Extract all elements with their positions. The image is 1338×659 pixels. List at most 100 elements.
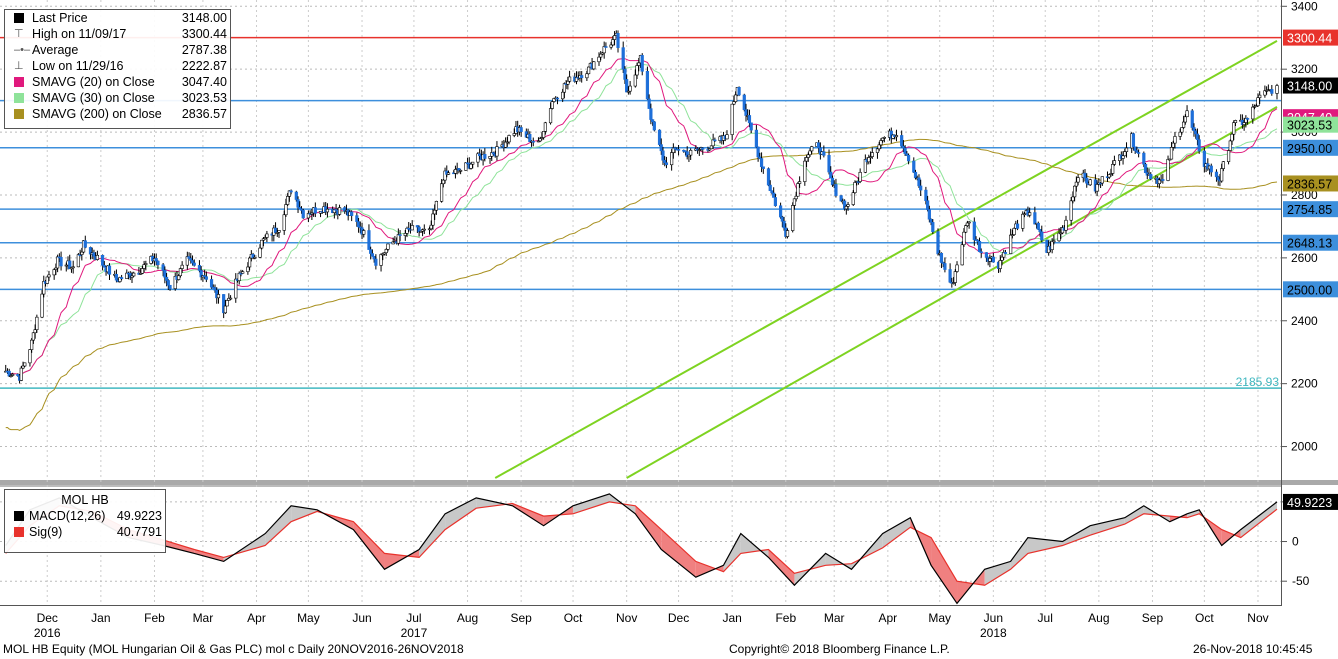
macd-diff-area <box>1010 537 1028 570</box>
candle-body <box>792 198 797 206</box>
candle-body <box>1012 227 1016 235</box>
month-label: Jul <box>406 611 421 625</box>
candle-body <box>780 216 784 222</box>
candle-body <box>192 262 196 266</box>
legend-label: SMAVG (20) on Close <box>32 75 155 89</box>
candle-body <box>253 256 257 259</box>
candle-body <box>433 209 437 215</box>
candle-body <box>177 275 181 280</box>
candle-body <box>931 222 935 232</box>
candle-body <box>772 192 776 198</box>
candle-body <box>829 171 833 179</box>
candle-body <box>1182 121 1186 128</box>
candle-body <box>142 264 146 269</box>
candle-body <box>1195 133 1200 140</box>
candle-body <box>817 142 821 149</box>
candle-body <box>827 155 831 173</box>
candle-body <box>286 196 290 205</box>
candle-body <box>80 251 84 255</box>
candle-body <box>507 135 511 143</box>
legend-swatch <box>14 527 24 537</box>
sma-200-line <box>5 138 1278 431</box>
candle-body <box>561 91 565 100</box>
candle-body <box>1169 147 1174 160</box>
candle-body <box>1194 130 1198 135</box>
month-label: Jan <box>91 611 110 625</box>
candle-body <box>917 177 921 187</box>
candle-body <box>785 230 790 237</box>
macd-axis-badge-label: 49.9223 <box>1287 496 1332 510</box>
candle-body <box>664 162 669 166</box>
candle-body <box>434 200 439 211</box>
candle-body <box>189 258 193 261</box>
candle-body <box>851 192 855 205</box>
candle-body <box>132 272 136 277</box>
candle-body <box>585 73 589 79</box>
candle-body <box>616 33 620 48</box>
legend-value: 3148.00 <box>181 11 227 25</box>
legend-label: SMAVG (200) on Close <box>32 107 162 121</box>
candle-body <box>429 224 433 230</box>
candle-body <box>602 46 606 54</box>
legend-swatch <box>14 511 24 521</box>
candle-body <box>367 230 371 250</box>
candle-body <box>469 163 473 169</box>
legend-marker-icon: –•– <box>14 44 31 56</box>
candle-body <box>439 183 444 202</box>
candle-body <box>1230 133 1234 142</box>
footer-copyright: Copyright© 2018 Bloomberg Finance L.P. <box>729 642 950 656</box>
candle-body <box>471 161 475 165</box>
candle-body <box>647 98 651 109</box>
macd-diff-area <box>1062 525 1091 546</box>
candle-body <box>863 159 867 173</box>
candle-body <box>313 207 317 214</box>
candle-body <box>747 115 752 124</box>
candle-body <box>453 169 458 174</box>
candle-body <box>955 264 959 272</box>
candle-body <box>1142 152 1146 165</box>
candle-body <box>853 182 857 193</box>
candle-body <box>495 146 499 157</box>
candle-body <box>628 85 632 92</box>
legend-swatch <box>14 93 24 103</box>
candle-body <box>960 244 964 266</box>
candle-body <box>531 140 535 143</box>
candle-body <box>1131 133 1136 148</box>
candle-body <box>223 305 227 314</box>
candle-body <box>810 146 814 152</box>
candle-body <box>1123 151 1127 157</box>
candle-body <box>870 152 874 157</box>
candle-body <box>23 362 27 367</box>
month-label: Oct <box>564 611 583 625</box>
price-axis-badge-label: 3148.00 <box>1287 80 1332 94</box>
candle-body <box>877 144 881 150</box>
candle-body <box>906 154 911 162</box>
candle-body <box>663 159 667 164</box>
legend-label: Average <box>32 43 79 57</box>
candle-body <box>927 209 931 220</box>
price-tick-label: 2400 <box>1291 314 1318 328</box>
candle-body <box>199 270 203 278</box>
legend-label: Sig(9) <box>29 525 63 539</box>
candle-body <box>808 150 812 156</box>
candle-body <box>11 374 15 376</box>
candle-body <box>166 280 170 286</box>
candle-body <box>879 140 883 146</box>
candle-body <box>156 260 160 266</box>
candle-body <box>403 233 407 236</box>
candle-body <box>625 79 629 93</box>
candle-body <box>30 339 34 350</box>
candle-body <box>68 260 72 270</box>
price-axis-badge <box>1283 77 1338 94</box>
candle-body <box>225 300 229 307</box>
candle-body <box>1000 256 1004 261</box>
candle-body <box>676 149 681 151</box>
candle-body <box>47 274 51 278</box>
legend-marker-icon: ⊤ <box>14 28 24 40</box>
candle-body <box>742 94 746 110</box>
month-label: Sep <box>510 611 532 625</box>
candle-body <box>637 62 641 66</box>
candle-body <box>163 270 167 278</box>
price-axis-badge <box>1283 201 1338 218</box>
candle-body <box>1220 168 1224 182</box>
